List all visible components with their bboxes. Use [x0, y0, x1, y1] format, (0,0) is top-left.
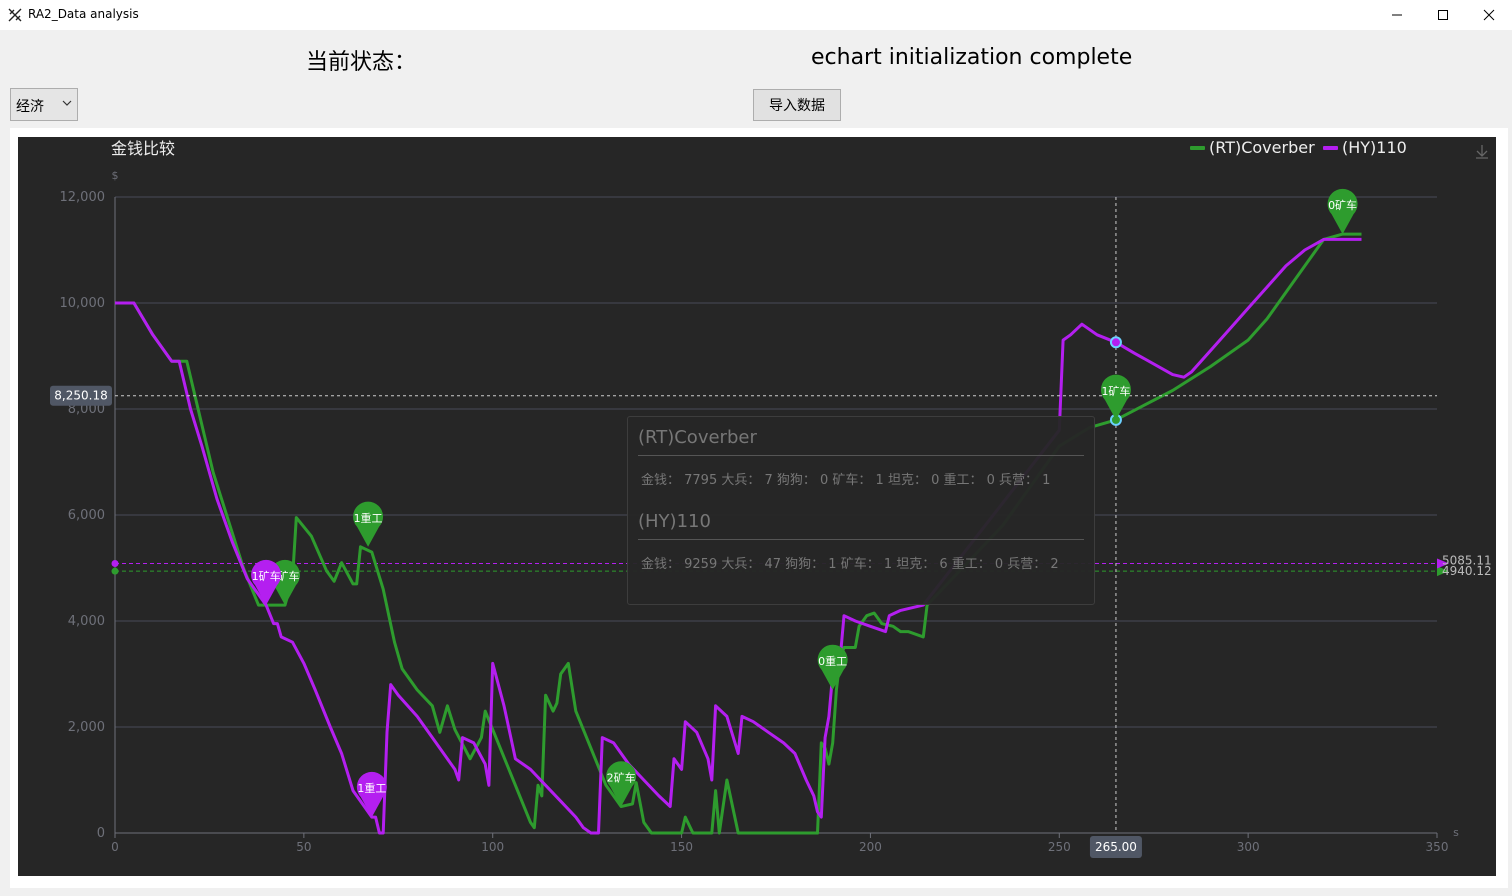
status-text: echart initialization complete	[811, 45, 1133, 70]
marker-pin	[251, 559, 282, 606]
average-line-start	[111, 559, 119, 567]
hover-point	[1109, 336, 1122, 349]
x-tick-label: 250	[1048, 840, 1071, 854]
marker-pin	[1100, 374, 1131, 420]
marker-pin	[1327, 188, 1358, 235]
legend-label: (RT)Coverber	[1209, 138, 1315, 157]
minimize-button[interactable]	[1374, 0, 1420, 30]
legend-label: (HY)110	[1342, 138, 1407, 157]
x-axis-unit: s	[1453, 826, 1459, 839]
minimize-icon	[1392, 14, 1402, 16]
series-line	[115, 237, 1362, 835]
y-tick-label: 2,000	[68, 720, 105, 735]
y-tick-label: 0	[97, 826, 105, 841]
crosshair-x-badge	[1089, 836, 1142, 858]
marker-label: 0重工	[818, 654, 847, 668]
average-label: 4940.12	[1442, 564, 1492, 578]
x-tick-label: 50	[296, 840, 311, 854]
x-tick-label: 300	[1237, 840, 1260, 854]
maximize-button[interactable]	[1420, 0, 1466, 30]
marker-label: 1重工	[354, 511, 383, 525]
legend-swatch	[1190, 146, 1205, 150]
marker-label: 1矿车	[252, 569, 281, 583]
series-line	[115, 232, 1362, 835]
marker-label: 1矿车	[1101, 384, 1130, 398]
average-line-start	[111, 567, 119, 575]
marker-label: 1重工	[357, 781, 386, 795]
chart-tooltip: (RT)Coverber 金钱： 7795 大兵： 7 狗狗： 0 矿车： 1 …	[627, 416, 1095, 605]
close-icon	[1483, 9, 1495, 21]
tooltip-series-name: (RT)Coverber	[638, 427, 757, 448]
tooltip-series-detail: 金钱： 7795 大兵： 7 狗狗： 0 矿车： 1 坦克： 0 重工： 0 兵…	[641, 473, 1051, 488]
marker-pin	[356, 771, 387, 818]
crosshair-y-badge	[50, 385, 112, 406]
marker-label: 0矿车	[1328, 198, 1357, 212]
x-tick-label: 200	[859, 840, 882, 854]
marker-label: 2矿车	[607, 771, 636, 785]
y-tick-label: 8,000	[68, 402, 105, 417]
y-axis-unit: $	[112, 169, 119, 182]
x-tick-label: 350	[1426, 840, 1449, 854]
tooltip-series-detail: 金钱： 9259 大兵： 47 狗狗： 1 矿车： 1 坦克： 6 重工： 0 …	[641, 557, 1059, 572]
maximize-icon	[1438, 10, 1448, 20]
chart-title: 金钱比较	[111, 139, 175, 158]
y-tick-label: 6,000	[68, 508, 105, 523]
x-tick-label: 0	[111, 840, 119, 854]
tooltip-divider	[638, 539, 1084, 540]
x-tick-label: 100	[481, 840, 504, 854]
crosshair-y-label: 8,250.18	[54, 389, 107, 403]
window-title: RA2_Data analysis	[28, 7, 139, 21]
import-data-button[interactable]: 导入数据	[753, 89, 841, 121]
x-tick-label: 150	[670, 840, 693, 854]
marker-pin	[606, 761, 637, 807]
chevron-down-icon	[62, 100, 72, 106]
marker-pin	[353, 501, 384, 547]
download-icon[interactable]	[1476, 145, 1488, 159]
title-bar: RA2_Data analysis	[0, 0, 1512, 30]
y-tick-label: 4,000	[68, 614, 105, 629]
marker-pin	[817, 644, 848, 690]
status-label: 当前状态：	[306, 50, 417, 75]
tooltip-series-name: (HY)110	[638, 511, 711, 532]
average-label: 5085.11	[1442, 553, 1492, 567]
y-tick-label: 10,000	[60, 296, 106, 311]
chart-svg[interactable]: 0 2,000 4,000 6,000 8,000 10,000 12,000 0 50 100 1…	[18, 137, 1496, 876]
category-select[interactable]: 经济	[10, 88, 78, 121]
average-line-arrow	[1437, 558, 1449, 569]
average-line-arrow	[1437, 566, 1449, 577]
legend-swatch	[1323, 146, 1338, 150]
tooltip-divider	[638, 455, 1084, 456]
app-icon	[8, 8, 22, 22]
close-button[interactable]	[1466, 0, 1512, 30]
crosshair-x-label: 265.00	[1095, 840, 1137, 854]
y-tick-label: 12,000	[60, 190, 106, 205]
category-select-value: 经济	[16, 99, 44, 115]
